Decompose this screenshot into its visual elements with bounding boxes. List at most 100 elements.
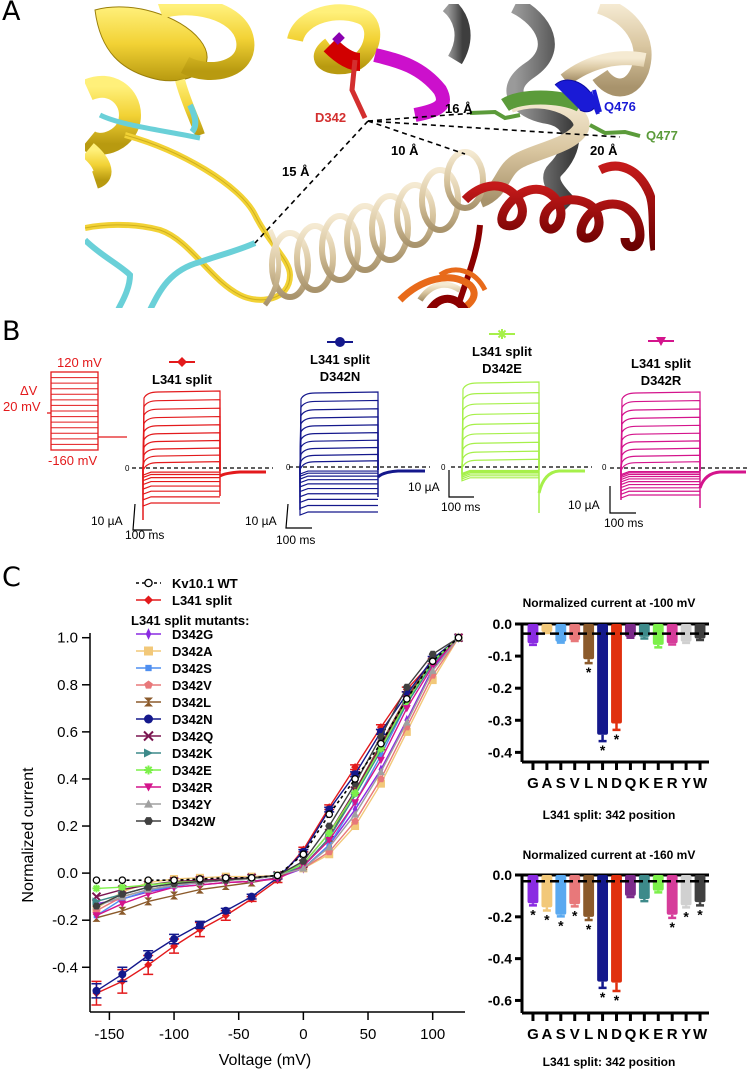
legend-label: D342L xyxy=(172,695,211,710)
bar-x-tick-label: Q xyxy=(625,775,637,792)
open-circle-marker-icon xyxy=(144,578,153,588)
cyan-loop xyxy=(85,103,257,308)
panel-label-b: B xyxy=(2,316,21,347)
small-square-marker-icon xyxy=(145,664,152,672)
bar-error xyxy=(584,916,593,922)
bar-error xyxy=(640,899,649,903)
bar-N: *N xyxy=(597,875,609,1043)
trace-groups xyxy=(132,329,747,531)
bar-error xyxy=(598,734,607,743)
scale-y-label-0: 10 µA xyxy=(91,514,123,528)
bar1-title: Normalized current at -100 mV xyxy=(523,596,696,610)
legend-item: D342R xyxy=(136,780,213,795)
data-point xyxy=(402,683,411,691)
bar-error xyxy=(528,643,537,647)
red-helix-segment xyxy=(323,38,361,71)
thin-diamond-marker-icon xyxy=(145,628,152,640)
bar-x-tick-label: R xyxy=(667,1026,678,1043)
zero-label-3: 0 xyxy=(602,463,607,472)
bar-rect xyxy=(555,624,567,642)
data-point xyxy=(428,662,437,670)
distance-label-20: 20 Å xyxy=(590,143,618,158)
bar-x-tick-label: S xyxy=(556,775,566,792)
diamond-marker-icon xyxy=(144,595,153,605)
q477-sidechain-left xyxy=(469,109,521,121)
bar-S: *S xyxy=(555,875,567,1043)
orange-domain xyxy=(397,267,488,308)
bar-rect xyxy=(666,875,678,915)
legend-subheader: L341 split mutants: xyxy=(131,613,249,628)
trace-family-3 xyxy=(609,337,747,514)
data-point xyxy=(92,876,101,885)
legend-label: D342V xyxy=(172,678,212,693)
distance-label-16: 16 Å xyxy=(445,101,473,116)
bar-x-tick-label: K xyxy=(639,1026,650,1043)
significance-asterisk: * xyxy=(558,917,564,933)
data-point xyxy=(377,739,385,748)
scale-y-label-1: 10 µA xyxy=(245,514,277,528)
current-sweep xyxy=(461,450,540,470)
bar-rect xyxy=(527,624,539,644)
protocol-step-label: 20 mV xyxy=(3,399,41,414)
bar-W: *W xyxy=(693,875,708,1043)
trace-title-d342n-line2: D342N xyxy=(320,369,360,384)
trace-family-1 xyxy=(285,337,430,529)
q476-sidechain xyxy=(588,89,602,115)
bar-N: *N xyxy=(597,624,609,792)
legend-label: D342A xyxy=(172,644,213,659)
bar-L: *L xyxy=(583,875,595,1043)
q477-sidechain-right xyxy=(589,123,641,138)
scale-y-label-2: 10 µA xyxy=(408,480,440,494)
current-sweep xyxy=(461,458,540,470)
legend-item: D342E xyxy=(136,763,212,778)
bar-rect xyxy=(638,875,650,900)
bar-x-tick-label: K xyxy=(639,775,650,792)
legend-label: D342Y xyxy=(172,797,212,812)
gray-helix-right xyxy=(506,4,580,212)
bar-x-tick-label: Q xyxy=(625,1026,637,1043)
data-point xyxy=(170,876,178,885)
data-point xyxy=(273,871,282,880)
bar-error xyxy=(654,890,663,894)
tail-current xyxy=(376,469,425,479)
bar-rect xyxy=(583,875,595,917)
bar-chart-minus100: 0.0-0.1-0.2-0.3-0.4G A S V*L*N*D Q K E R Y W xyxy=(488,616,709,792)
bar-error xyxy=(668,914,677,920)
bar-rect xyxy=(569,875,581,905)
legend-item: D342W xyxy=(136,814,216,829)
legend-item: D342A xyxy=(136,644,213,659)
data-point xyxy=(454,633,463,642)
legend-label: D342Q xyxy=(172,729,213,744)
iv-y-tick-label: -0.4 xyxy=(52,959,78,976)
data-point xyxy=(325,843,334,851)
bar-error xyxy=(542,907,551,912)
hourglass-marker-icon xyxy=(144,697,153,707)
scale-x-label-0: 100 ms xyxy=(125,528,164,542)
bar2-xlabel: L341 split: 342 position xyxy=(543,1055,676,1069)
scale-x-label-1: 100 ms xyxy=(276,533,315,547)
bar-rect xyxy=(555,875,567,915)
bar-x-tick-label: S xyxy=(556,1026,566,1043)
data-point xyxy=(92,912,101,920)
scale-bar xyxy=(609,486,636,514)
data-point xyxy=(428,666,437,674)
current-sweep xyxy=(299,460,379,470)
trace-title-d342e-line1: L341 split xyxy=(472,344,533,359)
bar-E: E xyxy=(652,624,664,792)
bar-K: K xyxy=(638,624,650,792)
x-marker-icon xyxy=(143,730,154,742)
data-point xyxy=(402,718,411,726)
data-point xyxy=(144,897,153,906)
data-point xyxy=(170,935,179,944)
bar-rect xyxy=(666,624,678,644)
data-point xyxy=(118,883,127,892)
legend-item: D342N xyxy=(136,712,212,727)
data-point xyxy=(144,951,153,960)
data-point xyxy=(376,733,385,740)
legend-item: D342Y xyxy=(136,797,212,812)
bar-error xyxy=(570,639,579,643)
legend-label: D342W xyxy=(172,814,216,829)
data-point xyxy=(144,960,153,969)
current-sweep xyxy=(142,461,221,471)
